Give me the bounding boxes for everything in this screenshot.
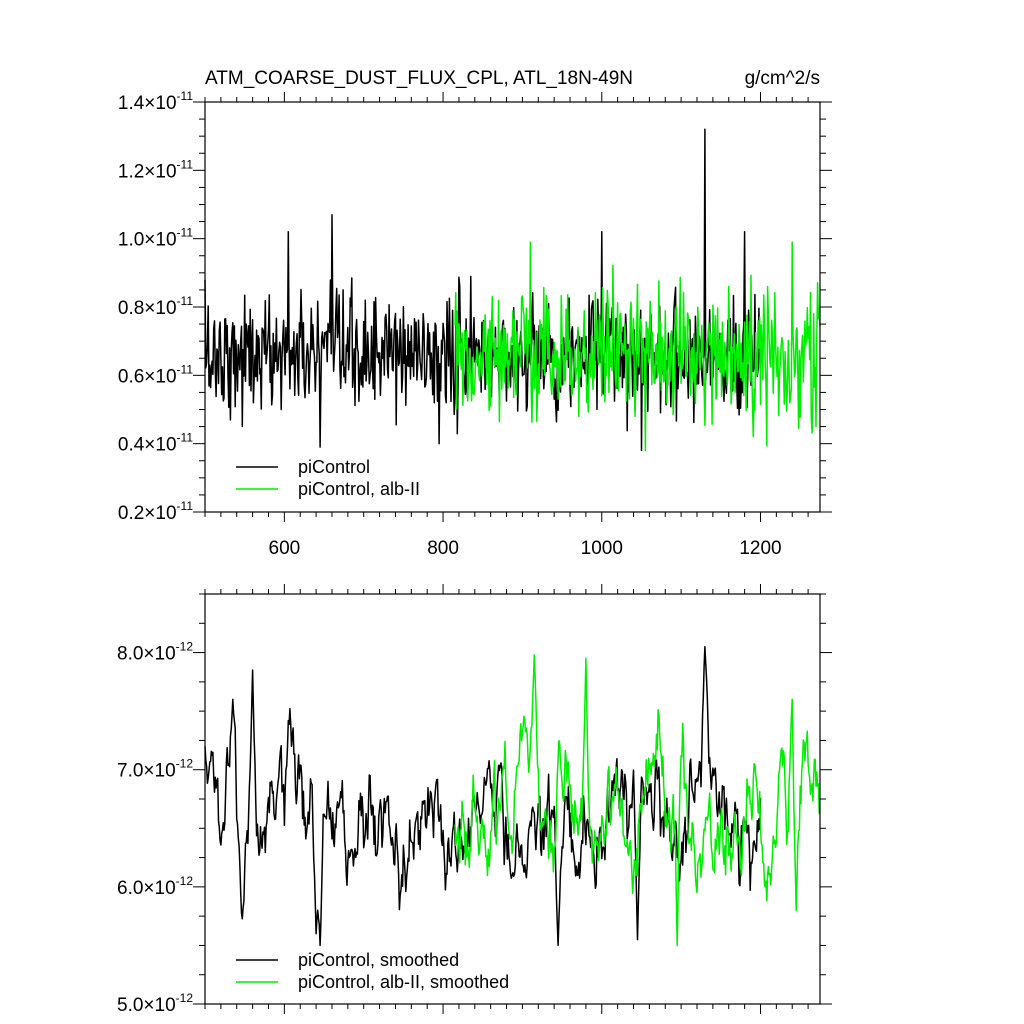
y-tick-label: 0.6×10-11 (118, 362, 193, 387)
x-tick-label: 800 (427, 538, 459, 559)
y-tick-label: 0.8×10-11 (118, 294, 193, 319)
series-line-picontrol (204, 645, 762, 947)
series-line-picontrol (204, 128, 762, 452)
y-tick-label: 1.2×10-11 (118, 157, 193, 182)
y-tick-label: 5.0×10-12 (117, 991, 193, 1016)
x-tick-label: 600 (269, 538, 301, 559)
y-tick-label: 1.0×10-11 (118, 226, 193, 251)
y-tick-label: 0.2×10-11 (118, 499, 193, 524)
legend-label: piControl, smoothed (298, 950, 459, 970)
bottom-panel: 5.0×10-12 6.0×10-12 7.0×10-12 8.0×10-12 piC… (117, 584, 832, 1016)
series-line-picontrol-alb-ii (454, 654, 821, 947)
y-tick-label: 7.0×10-12 (117, 757, 193, 782)
y-tick-label: 0.4×10-11 (118, 431, 193, 456)
series-line-picontrol-alb-ii (454, 241, 821, 452)
x-tick-label: 1200 (739, 538, 781, 559)
chart-units: g/cm^2/s (745, 68, 820, 89)
y-tick-label: 1.4×10-11 (118, 89, 193, 114)
y-tick-label: 8.0×10-12 (117, 640, 193, 665)
top-panel: 600 800 1000 1200 0.2×10-11 0.4×10-11 0.6×10-1… (118, 89, 832, 559)
y-tick-label: 6.0×10-12 (117, 874, 193, 899)
legend-label: piControl, alb-II (298, 479, 420, 499)
legend-label: piControl (298, 457, 370, 477)
plot-frame (204, 101, 821, 513)
legend-label: piControl, alb-II, smoothed (298, 972, 509, 992)
chart-title: ATM_COARSE_DUST_FLUX_CPL, ATL_18N-49N (205, 68, 633, 89)
x-tick-label: 1000 (581, 538, 623, 559)
